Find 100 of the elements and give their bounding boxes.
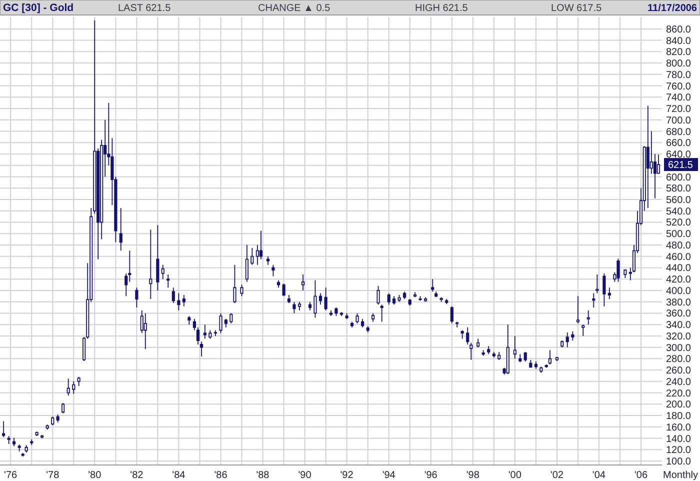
- candlestick: [608, 287, 611, 300]
- candlestick: [555, 356, 558, 362]
- candlestick: [177, 292, 180, 311]
- candlestick: [144, 312, 147, 350]
- candlestick: [413, 292, 417, 298]
- candlestick: [35, 431, 38, 436]
- text: 11/17/2006: [648, 3, 698, 14]
- candlestick: [56, 414, 60, 423]
- candlestick: [602, 272, 606, 307]
- y-tick-label: 160.0: [666, 422, 692, 434]
- candlestick: [582, 324, 585, 336]
- candlestick: [371, 312, 375, 322]
- text: LOW 617.5: [551, 3, 602, 14]
- candlestick: [470, 342, 473, 360]
- candlestick: [350, 321, 354, 328]
- candlestick: [366, 326, 370, 333]
- candlestick: [7, 436, 10, 444]
- candlestick: [524, 351, 527, 362]
- x-tick-label: '96: [424, 470, 438, 481]
- text: LAST 621.5: [118, 3, 172, 14]
- x-tick-label: '78: [46, 470, 60, 481]
- candlestick: [513, 335, 516, 360]
- candlestick: [529, 359, 532, 368]
- candlestick: [30, 438, 34, 446]
- candlestick: [219, 312, 222, 334]
- candlestick: [24, 444, 28, 453]
- y-tick-label: 640.0: [666, 150, 692, 161]
- candlestick: [548, 350, 552, 365]
- candlestick: [380, 304, 384, 322]
- candlestick: [398, 294, 401, 302]
- x-tick-label: '92: [340, 470, 354, 481]
- candlestick: [434, 291, 438, 298]
- candlestick: [431, 278, 434, 292]
- y-tick-label: 820.0: [666, 47, 692, 58]
- candlestick: [214, 330, 217, 336]
- y-tick-label: 340.0: [666, 320, 692, 332]
- candlestick: [534, 361, 538, 370]
- y-tick-label: 800.0: [666, 58, 692, 70]
- y-tick-label: 700.0: [666, 115, 692, 126]
- candlestick: [345, 312, 348, 320]
- candlestick: [492, 351, 496, 358]
- y-tick-label: 440.0: [666, 263, 692, 274]
- y-tick-label: 600.0: [666, 172, 692, 184]
- candlestick: [440, 296, 443, 302]
- candlestick: [62, 402, 65, 414]
- candlestick: [506, 324, 510, 374]
- x-tick-label: '90: [298, 470, 312, 481]
- candlestick: [586, 310, 590, 326]
- y-tick-label: 760.0: [666, 81, 692, 92]
- candlestick: [450, 306, 454, 324]
- y-tick-label: 500.0: [666, 229, 692, 240]
- candlestick: [324, 287, 328, 311]
- candlestick: [46, 424, 49, 430]
- x-tick-label: '94: [382, 470, 396, 481]
- y-tick-label: 460.0: [666, 252, 692, 263]
- candlestick: [356, 312, 359, 324]
- candlestick: [276, 280, 280, 288]
- candlestick: [51, 416, 54, 426]
- candlestick: [166, 274, 170, 288]
- x-tick-label: '98: [466, 470, 480, 481]
- candlestick: [403, 291, 406, 300]
- candlestick: [266, 256, 270, 266]
- candlestick: [498, 351, 501, 360]
- y-tick-label: 120.0: [666, 445, 692, 456]
- candlestick: [387, 292, 390, 306]
- candlestick: [161, 264, 164, 280]
- candlestick: [298, 301, 302, 311]
- candlestick: [233, 264, 236, 304]
- y-tick-label: 380.0: [666, 297, 692, 308]
- candlestick: [149, 229, 152, 300]
- y-tick-label: 140.0: [666, 434, 692, 445]
- candlestick: [408, 298, 412, 306]
- y-tick-label: 480.0: [666, 240, 692, 252]
- candlestick: [418, 296, 422, 302]
- y-tick-label: 220.0: [666, 388, 692, 400]
- candlestick: [576, 296, 580, 324]
- y-tick-label: 540.0: [666, 206, 692, 218]
- y-tick-label: 320.0: [666, 331, 692, 342]
- candlestick: [376, 285, 380, 306]
- y-tick-label: 300.0: [666, 342, 692, 354]
- candlestick: [301, 274, 305, 291]
- candlestick: [487, 346, 490, 355]
- candlestick: [292, 301, 296, 314]
- candlestick: [282, 283, 286, 297]
- candlestick: [540, 366, 543, 374]
- x-tick-label: '04: [592, 470, 606, 481]
- candlestick: [518, 354, 522, 363]
- candlestick: [135, 287, 138, 308]
- y-tick-label: 580.0: [666, 184, 692, 195]
- y-tick-label: 280.0: [666, 354, 692, 366]
- candlestick: [119, 208, 122, 252]
- y-tick-label: 840.0: [666, 36, 692, 47]
- candlestick: [460, 330, 464, 340]
- y-tick-label: 660.0: [666, 138, 692, 150]
- candlestick: [424, 296, 428, 302]
- candlestick: [361, 318, 364, 328]
- text: Monthly: [662, 470, 698, 481]
- candlestick: [66, 378, 70, 396]
- chart-title: GC [30] - Gold: [3, 2, 74, 14]
- candlestick: [72, 380, 76, 394]
